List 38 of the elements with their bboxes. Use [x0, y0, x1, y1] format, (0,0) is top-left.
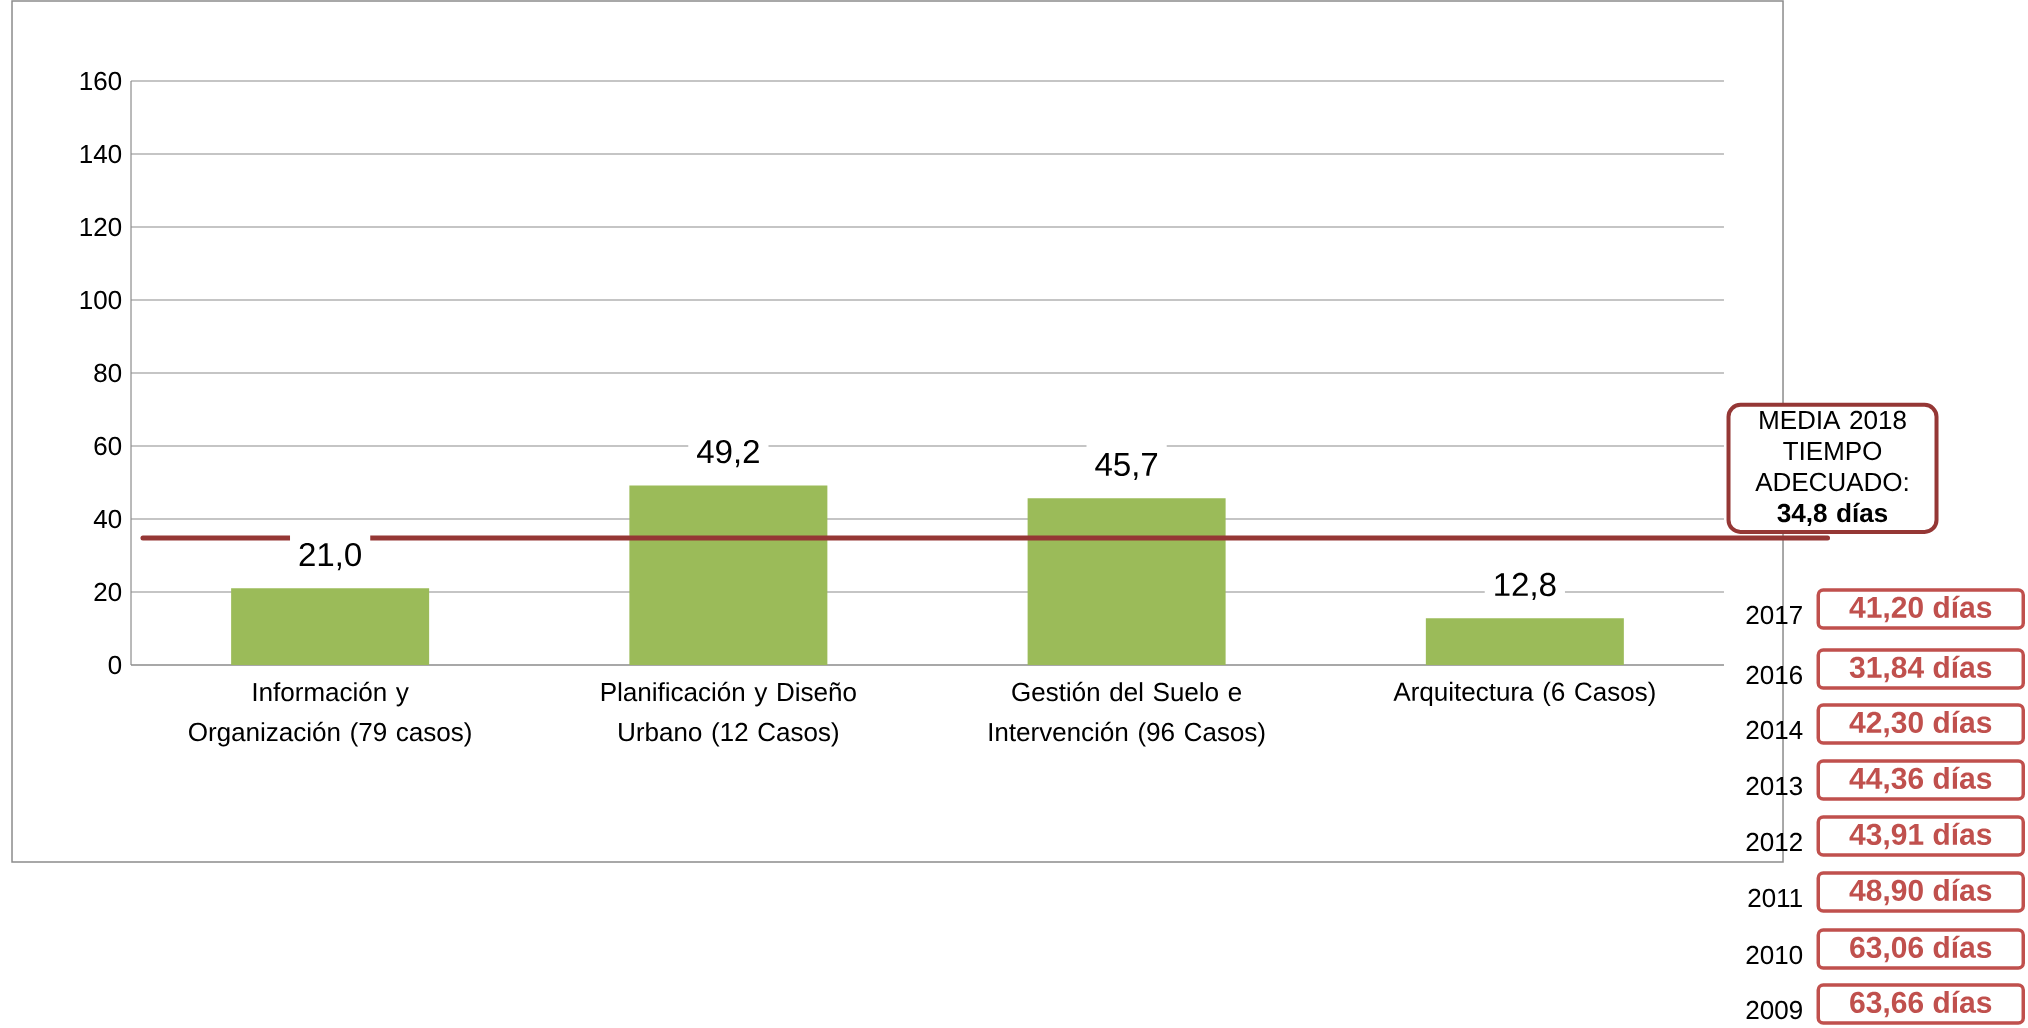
x-tick-label: Información y Organización (79 casos): [189, 681, 471, 747]
text: 41,20 días: [1849, 595, 1992, 623]
bar: [629, 485, 828, 666]
legend-label: MEDIA 2018 TIEMPO ADECUADO: 34,8 días: [1755, 410, 1908, 527]
y-tick-label: 120: [80, 217, 122, 237]
data-label: 12,8: [1495, 572, 1556, 601]
data-label: 49,2: [697, 440, 759, 468]
text: 44,36 días: [1849, 766, 1992, 794]
x-tick-label: Arquitectura (6 Casos): [1393, 681, 1655, 707]
text: 2009: [1746, 1000, 1802, 1020]
bar: [1027, 498, 1226, 666]
y-tick-label: 80: [94, 363, 122, 383]
text: 2017: [1746, 605, 1802, 625]
text: 63,66 días: [1850, 990, 1992, 1018]
bar: [231, 588, 430, 666]
x-tick-label: Planificación y Diseño Urbano (12 Casos): [601, 681, 856, 747]
y-tick-label: 100: [80, 290, 122, 310]
y-tick-label: 140: [80, 144, 122, 164]
y-tick-label: 60: [94, 436, 122, 456]
text: 2012: [1746, 832, 1802, 852]
data-label: 45,7: [1095, 453, 1158, 481]
y-tick-label: 0: [108, 655, 122, 675]
x-tick-label: Gestión del Suelo e Intervención (96 Casos): [989, 681, 1265, 747]
text: 31,84 días: [1849, 655, 1992, 683]
text: 2013: [1746, 776, 1802, 796]
text: 2014: [1746, 720, 1803, 740]
text: 2011: [1748, 888, 1802, 908]
text: 2016: [1746, 665, 1802, 685]
text: 48,90 días: [1849, 878, 1992, 906]
text: 43,91 días: [1849, 822, 1992, 850]
text: 63,06 días: [1850, 935, 1992, 963]
bar: [1425, 618, 1624, 666]
text: 42,30 días: [1849, 710, 1992, 738]
text: 2010: [1746, 945, 1803, 965]
y-tick-label: 40: [93, 509, 122, 529]
y-tick-label: 160: [80, 71, 122, 91]
data-label: 21,0: [299, 542, 361, 571]
y-tick-label: 20: [94, 582, 122, 602]
